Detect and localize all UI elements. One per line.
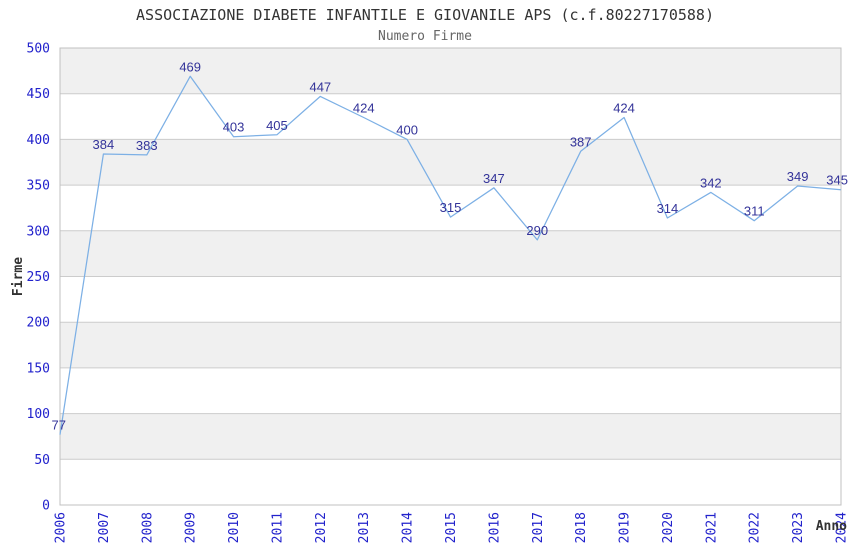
data-point-label: 314: [657, 201, 679, 216]
y-tick-label: 300: [27, 224, 50, 239]
data-point-label: 384: [93, 137, 115, 152]
y-tick-label: 450: [27, 87, 50, 102]
data-point-label: 342: [700, 175, 722, 190]
grid-band: [60, 413, 841, 460]
data-line: [59, 75, 842, 435]
plot-border: [59, 47, 842, 506]
data-point-label: 447: [309, 79, 331, 94]
x-tick-label: 2016: [487, 512, 502, 543]
y-tick-label: 350: [27, 179, 50, 194]
grid-band: [60, 48, 841, 94]
x-tick-label: 2011: [270, 512, 285, 543]
data-point-label: 405: [266, 118, 288, 133]
y-tick-label: 100: [27, 407, 50, 422]
data-point-label: 383: [136, 138, 158, 153]
x-tick-label: 2024: [835, 512, 850, 543]
grid-band: [60, 93, 841, 140]
data-point-label: 290: [526, 223, 548, 238]
chart-subtitle: Numero Firme: [378, 29, 472, 44]
x-tick-label: 2017: [531, 512, 546, 543]
x-tick-label: 2007: [97, 512, 112, 543]
data-point-label: 349: [787, 169, 809, 184]
x-tick-label: 2023: [791, 512, 806, 543]
data-point-label: 345: [826, 173, 848, 188]
data-point-label: 403: [223, 120, 245, 135]
data-point-label: 311: [744, 204, 765, 219]
x-tick-label: 2008: [140, 512, 155, 543]
y-tick-label: 400: [27, 133, 50, 148]
x-tick-label: 2018: [574, 512, 589, 543]
chart-title: ASSOCIAZIONE DIABETE INFANTILE E GIOVANI…: [136, 6, 714, 24]
grid-band: [60, 139, 841, 186]
x-tick-label: 2015: [444, 512, 459, 543]
data-point-label: 347: [483, 171, 505, 186]
x-tick-label: 2020: [661, 512, 676, 543]
y-tick-label: 200: [27, 316, 50, 331]
data-point-label: 400: [396, 122, 418, 137]
grid-band: [60, 276, 841, 323]
x-tick-label: 2022: [748, 512, 763, 543]
grid-band: [60, 230, 841, 277]
y-tick-label: 50: [34, 453, 50, 468]
data-point-label: 424: [353, 100, 375, 115]
grid-band: [60, 322, 841, 368]
x-tick-label: 2021: [704, 512, 719, 543]
y-tick-label: 250: [27, 270, 50, 285]
y-axis-title: Firme: [11, 257, 26, 296]
data-point-label: 387: [570, 134, 592, 149]
data-point-label: 424: [613, 100, 635, 115]
x-tick-label: 2012: [314, 512, 329, 543]
y-tick-label: 0: [42, 499, 50, 514]
x-tick-label: 2009: [184, 512, 199, 543]
x-tick-label: 2014: [401, 512, 416, 543]
x-axis-title: Anno: [816, 519, 847, 534]
x-tick-label: 2006: [54, 512, 69, 543]
grid-band: [60, 459, 841, 505]
x-tick-label: 2013: [357, 512, 372, 543]
y-tick-label: 500: [27, 42, 50, 57]
data-point-label: 469: [179, 59, 201, 74]
data-point-label: 315: [440, 200, 462, 215]
data-point-label: 77: [52, 418, 66, 433]
x-tick-label: 2010: [227, 512, 242, 543]
grid-band: [60, 367, 841, 414]
y-tick-label: 150: [27, 361, 50, 376]
x-tick-label: 2019: [618, 512, 633, 543]
